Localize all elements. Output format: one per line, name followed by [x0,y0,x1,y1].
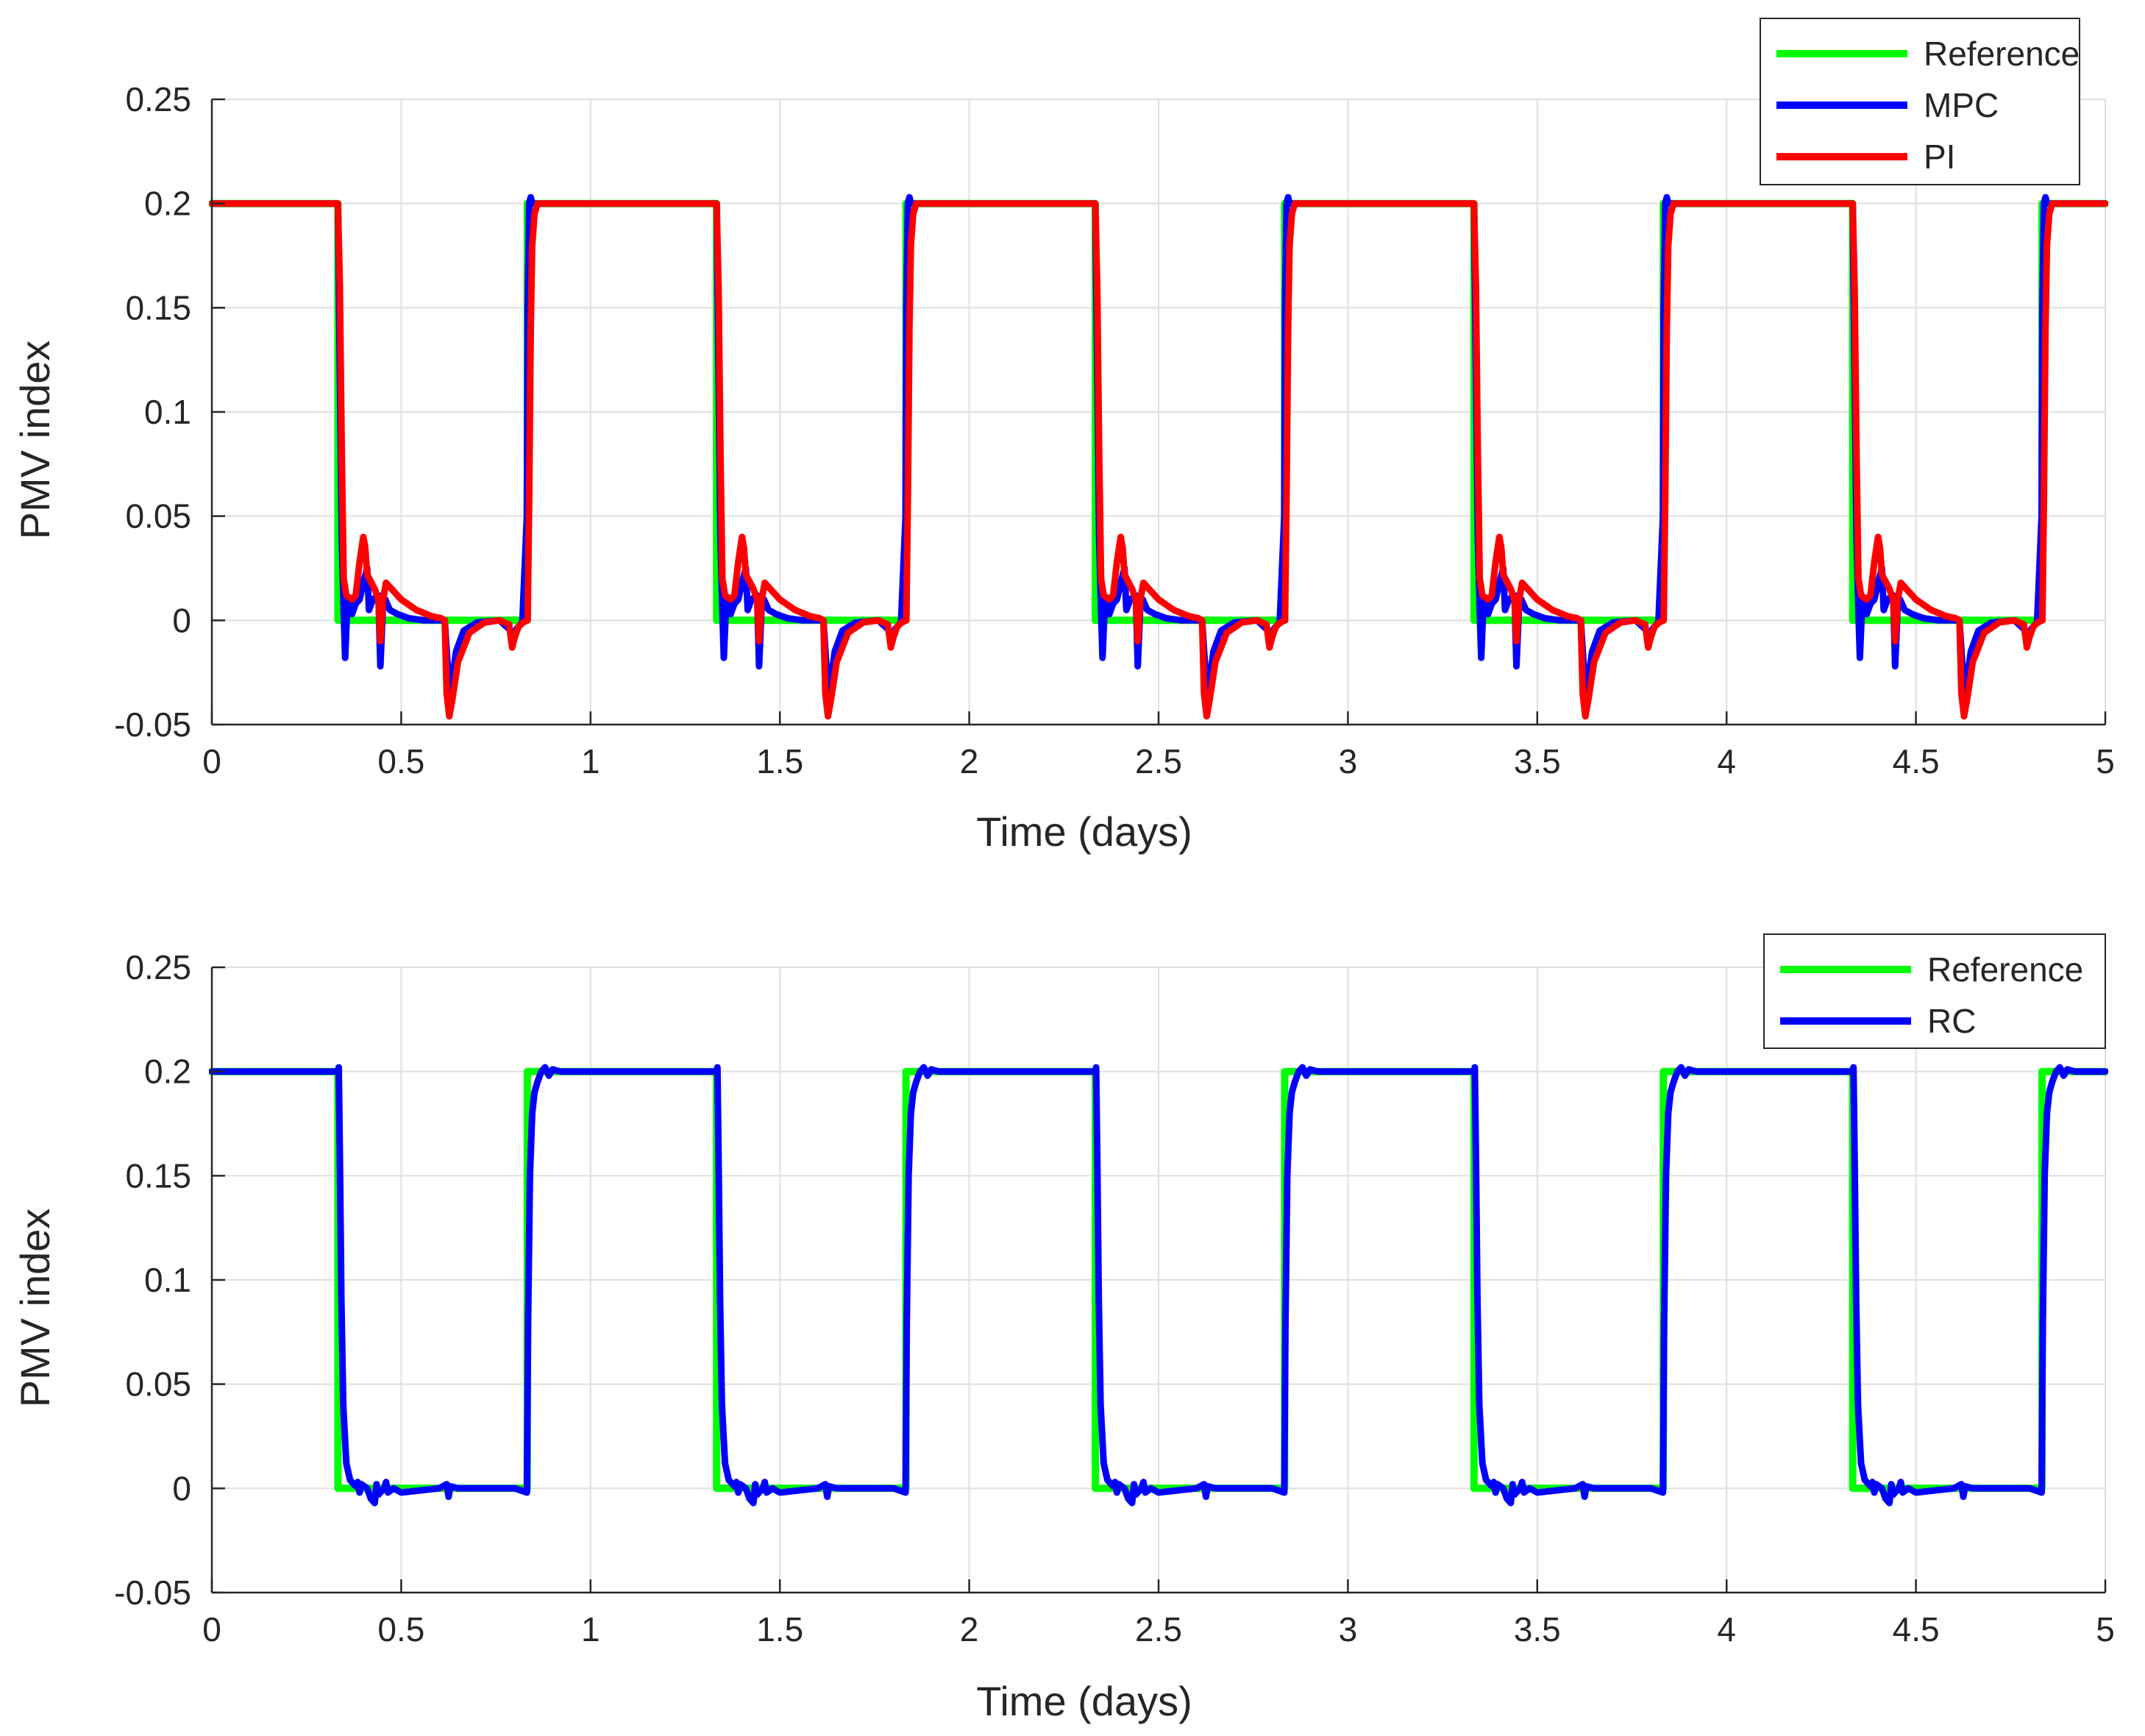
top-x-tick-label: 0 [202,742,221,780]
bottom-y-tick-label: 0.05 [125,1365,191,1404]
top-x-tick-label: 1.5 [756,742,803,780]
top-x-tick-label: 3 [1339,742,1358,780]
bottom-y-tick-label: 0.2 [144,1053,191,1091]
bottom-x-tick-label: 2.5 [1135,1610,1182,1648]
top-series-mpc-line [209,193,2108,697]
top-legend-label-reference: Reference [1924,35,2080,73]
bottom-y-tick-label: -0.05 [114,1573,191,1612]
top-y-tick-label: 0.2 [144,185,191,223]
bottom-x-tick-label: 5 [2096,1610,2115,1648]
bottom-subplot: 0 0.5 1 1.5 2 2.5 3 3.5 4 4.5 5 -0.05 0 0.05 0.1 0.15 0.… [12,933,2115,1724]
top-legend-label-pi: PI [1924,138,1955,176]
bottom-x-tick-label: 4 [1717,1610,1736,1648]
bottom-legend-label-reference: Reference [1927,950,2083,989]
bottom-x-tick-label: 0 [202,1610,221,1648]
top-subplot: 0 0.5 1 1.5 2 2.5 3 3.5 4 4.5 5 -0.05 0 0.05 0.1 0.15 0.… [12,18,2115,855]
top-y-tick-label: 0 [172,601,191,639]
bottom-legend-box [1763,933,2106,1049]
top-y-tick-label: 0.15 [125,288,191,327]
bottom-x-tick-label: 3.5 [1514,1610,1561,1648]
top-legend-label-mpc: MPC [1924,86,1999,124]
top-x-tick-label: 1 [581,742,600,780]
bottom-y-tick-label: 0 [172,1469,191,1507]
bottom-x-tick-label: 1.5 [756,1610,803,1648]
bottom-y-tick-label: 0.25 [125,948,191,986]
top-y-tick-label: 0.1 [144,393,191,431]
bottom-x-tick-label: 0.5 [377,1610,424,1648]
bottom-x-tick-label: 3 [1339,1610,1358,1648]
top-x-axis-label: Time (days) [976,808,1192,855]
bottom-series-rc-line [209,1064,2108,1506]
bottom-x-tick-label: 1 [581,1610,600,1648]
top-x-tick-label: 5 [2096,742,2115,780]
bottom-y-axis-label: PMV index [12,1209,58,1408]
top-x-tick-label: 2.5 [1135,742,1182,780]
bottom-y-tick-label: 0.1 [144,1261,191,1299]
bottom-x-tick-label: 4.5 [1893,1610,1940,1648]
top-x-tick-label: 4 [1717,742,1736,780]
bottom-y-tick-label: 0.15 [125,1156,191,1195]
bottom-x-tick-label: 2 [960,1610,979,1648]
top-y-tick-label: -0.05 [114,705,191,744]
top-x-tick-label: 4.5 [1893,742,1940,780]
top-y-tick-label: 0.05 [125,497,191,536]
bottom-legend: Reference RC [1763,933,2106,1049]
bottom-legend-label-rc: RC [1927,1002,1976,1040]
top-x-tick-label: 0.5 [377,742,424,780]
top-x-tick-label: 2 [960,742,979,780]
top-series-pi-line [209,200,2108,720]
top-legend: Reference MPC PI [1760,18,2080,185]
top-y-tick-label: 0.25 [125,80,191,118]
top-y-axis-label: PMV index [12,341,58,540]
bottom-x-axis-label: Time (days) [976,1678,1192,1724]
top-x-tick-label: 3.5 [1514,742,1561,780]
